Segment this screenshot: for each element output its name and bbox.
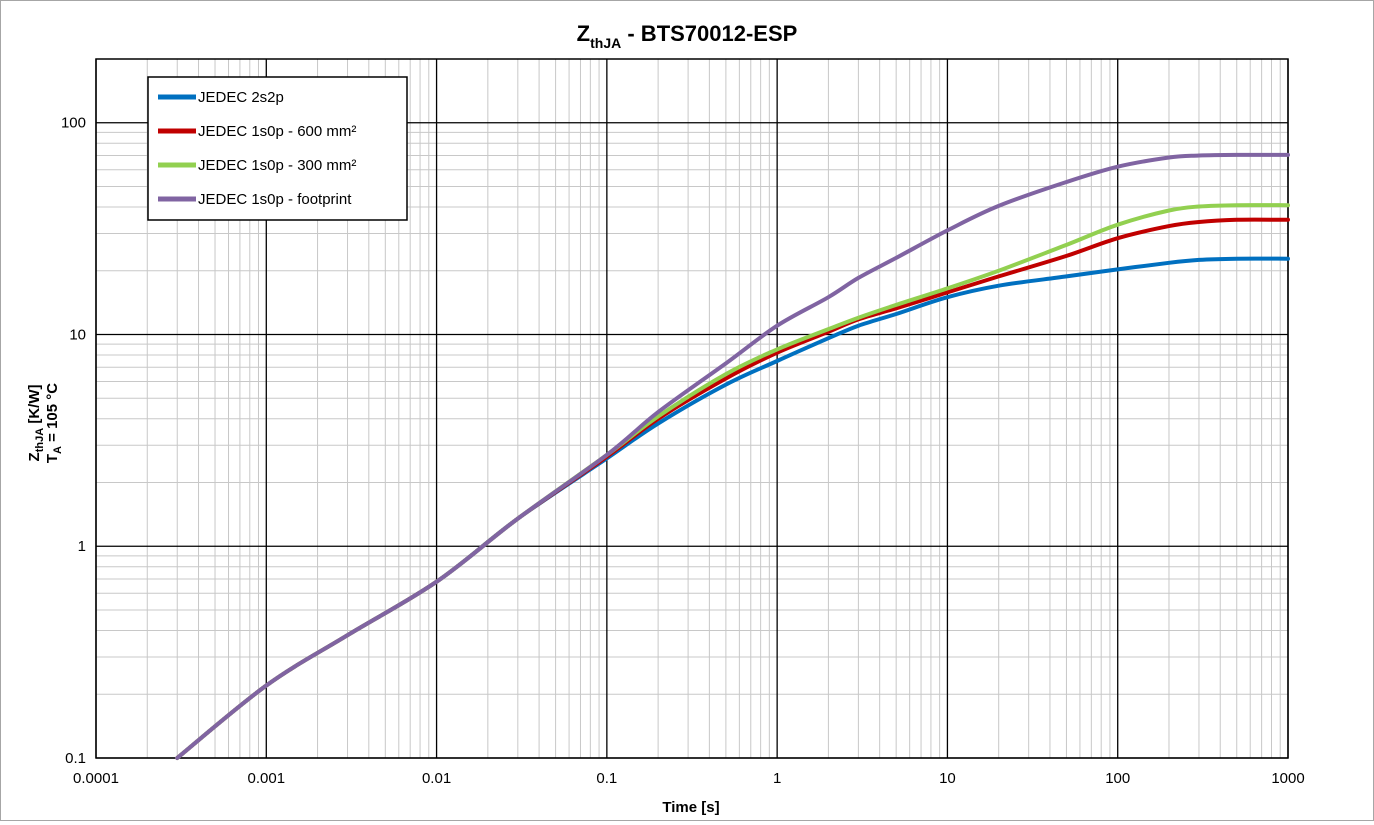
- x-tick-label: 100: [1105, 770, 1130, 787]
- legend-label: JEDEC 2s2p: [198, 89, 284, 106]
- y-axis-title-line1: ZthJA [K/W]: [26, 385, 46, 462]
- legend-box: [147, 76, 408, 221]
- legend-label: JEDEC 1s0p - 300 mm²: [198, 157, 356, 174]
- x-tick-label: 10: [939, 770, 956, 787]
- x-tick-label: 0.01: [422, 770, 451, 787]
- x-axis-title: Time [s]: [662, 799, 719, 816]
- x-tick-label: 1: [773, 770, 781, 787]
- legend: JEDEC 2s2p JEDEC 1s0p - 600 mm² JEDEC 1s0p…: [147, 76, 408, 221]
- y-tick-label: 1: [78, 538, 86, 555]
- x-tick-label: 0.0001: [73, 770, 119, 787]
- y-axis-ticks: 0.1 1 10 100: [61, 115, 86, 767]
- x-tick-label: 0.001: [248, 770, 286, 787]
- y-axis-title-line2: TA = 105 °C: [44, 383, 64, 463]
- x-axis-ticks: 0.0001 0.001 0.01 0.1 1 10 100 1000: [73, 770, 1305, 787]
- y-tick-label: 10: [69, 326, 86, 343]
- x-tick-label: 1000: [1271, 770, 1304, 787]
- legend-label: JEDEC 1s0p - 600 mm²: [198, 123, 356, 140]
- chart-title: ZthJA - BTS70012-ESP: [577, 21, 798, 51]
- y-tick-label: 0.1: [65, 750, 86, 767]
- y-axis-title: ZthJA [K/W] TA = 105 °C: [26, 383, 64, 463]
- plot-border: [95, 58, 1289, 759]
- series-lines: [175, 152, 1290, 760]
- series-line: [175, 152, 1290, 760]
- legend-label: JEDEC 1s0p - footprint: [198, 191, 352, 208]
- y-tick-label: 100: [61, 115, 86, 132]
- x-tick-label: 0.1: [596, 770, 617, 787]
